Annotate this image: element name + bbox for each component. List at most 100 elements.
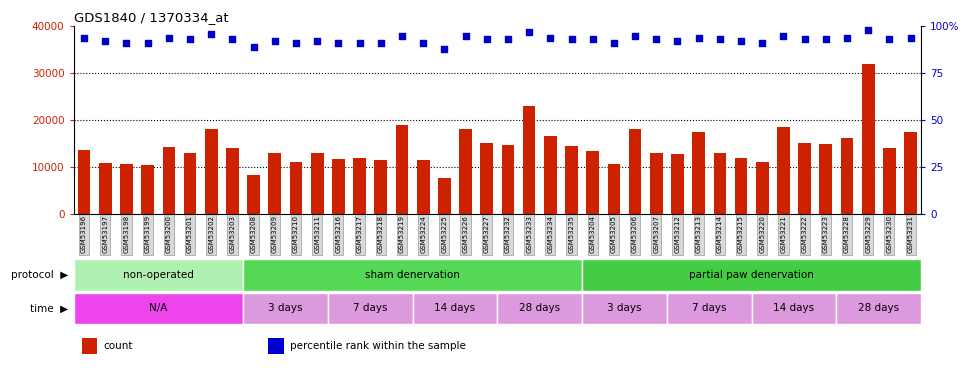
Bar bbox=[752, 292, 836, 324]
Bar bbox=[582, 259, 921, 291]
Bar bbox=[582, 292, 666, 324]
Point bbox=[606, 40, 621, 46]
Point bbox=[479, 36, 495, 42]
Point bbox=[267, 38, 282, 44]
Bar bbox=[608, 164, 620, 214]
Bar bbox=[480, 144, 493, 214]
Bar bbox=[836, 292, 921, 324]
Bar bbox=[692, 132, 705, 214]
Bar bbox=[311, 153, 323, 214]
Text: protocol  ▶: protocol ▶ bbox=[12, 270, 69, 280]
Bar bbox=[586, 152, 599, 214]
Point bbox=[733, 38, 749, 44]
Point bbox=[649, 36, 664, 42]
Bar bbox=[243, 259, 582, 291]
Bar bbox=[290, 162, 303, 214]
Text: time  ▶: time ▶ bbox=[30, 303, 69, 313]
Point bbox=[182, 36, 198, 42]
Text: partial paw denervation: partial paw denervation bbox=[689, 270, 814, 280]
Bar bbox=[883, 148, 896, 214]
Bar bbox=[666, 292, 752, 324]
Text: count: count bbox=[103, 341, 132, 351]
Bar bbox=[416, 160, 429, 214]
Point bbox=[224, 36, 240, 42]
Point bbox=[288, 40, 304, 46]
Bar bbox=[497, 292, 582, 324]
Bar bbox=[819, 144, 832, 214]
Bar bbox=[460, 129, 472, 214]
Text: sham denervation: sham denervation bbox=[366, 270, 460, 280]
Bar bbox=[799, 144, 811, 214]
Point bbox=[458, 33, 473, 39]
Bar bbox=[841, 138, 854, 214]
Bar bbox=[327, 292, 413, 324]
Bar bbox=[247, 176, 260, 214]
Point bbox=[669, 38, 685, 44]
Point bbox=[691, 34, 707, 40]
Text: 3 days: 3 days bbox=[269, 303, 303, 313]
Bar bbox=[650, 153, 662, 214]
Text: 14 days: 14 days bbox=[773, 303, 814, 313]
Point bbox=[416, 40, 431, 46]
Point bbox=[140, 40, 156, 46]
Bar bbox=[629, 129, 642, 214]
Bar bbox=[205, 129, 218, 214]
Bar bbox=[777, 127, 790, 214]
Point bbox=[839, 34, 855, 40]
Bar bbox=[82, 338, 97, 354]
Bar bbox=[522, 106, 535, 214]
Point bbox=[860, 27, 876, 33]
Point bbox=[436, 46, 452, 52]
Text: 7 days: 7 days bbox=[692, 303, 726, 313]
Point bbox=[543, 34, 559, 40]
Point bbox=[373, 40, 389, 46]
Point bbox=[521, 29, 537, 35]
Bar bbox=[544, 136, 557, 214]
Bar bbox=[861, 64, 874, 214]
Point bbox=[161, 34, 176, 40]
Point bbox=[882, 36, 898, 42]
Point bbox=[564, 36, 579, 42]
Point bbox=[97, 38, 113, 44]
Point bbox=[204, 31, 220, 37]
Bar bbox=[77, 150, 90, 214]
Bar bbox=[905, 132, 917, 214]
Text: 28 days: 28 days bbox=[858, 303, 900, 313]
Point bbox=[712, 36, 728, 42]
Text: percentile rank within the sample: percentile rank within the sample bbox=[290, 341, 466, 351]
Bar bbox=[332, 159, 345, 214]
Bar bbox=[269, 338, 284, 354]
Text: 7 days: 7 days bbox=[353, 303, 387, 313]
Bar bbox=[74, 292, 243, 324]
Text: N/A: N/A bbox=[149, 303, 168, 313]
Bar bbox=[735, 158, 748, 214]
Point bbox=[585, 36, 601, 42]
Point bbox=[310, 38, 325, 44]
Text: 14 days: 14 days bbox=[434, 303, 475, 313]
Point bbox=[627, 33, 643, 39]
Bar bbox=[756, 162, 768, 214]
Bar bbox=[413, 292, 497, 324]
Bar bbox=[565, 146, 578, 214]
Bar bbox=[353, 158, 366, 214]
Bar bbox=[163, 147, 175, 214]
Bar bbox=[374, 160, 387, 214]
Bar bbox=[99, 163, 112, 214]
Bar bbox=[269, 153, 281, 214]
Point bbox=[818, 36, 834, 42]
Point bbox=[797, 36, 812, 42]
Point bbox=[246, 44, 262, 50]
Point bbox=[775, 33, 791, 39]
Text: GDS1840 / 1370334_at: GDS1840 / 1370334_at bbox=[74, 11, 228, 24]
Text: non-operated: non-operated bbox=[122, 270, 194, 280]
Bar bbox=[141, 165, 154, 214]
Point bbox=[76, 34, 92, 40]
Bar bbox=[502, 146, 514, 214]
Bar bbox=[121, 164, 133, 214]
Bar bbox=[713, 153, 726, 214]
Bar bbox=[396, 124, 409, 214]
Bar bbox=[74, 259, 243, 291]
Bar bbox=[671, 154, 684, 214]
Bar bbox=[183, 153, 196, 214]
Point bbox=[394, 33, 410, 39]
